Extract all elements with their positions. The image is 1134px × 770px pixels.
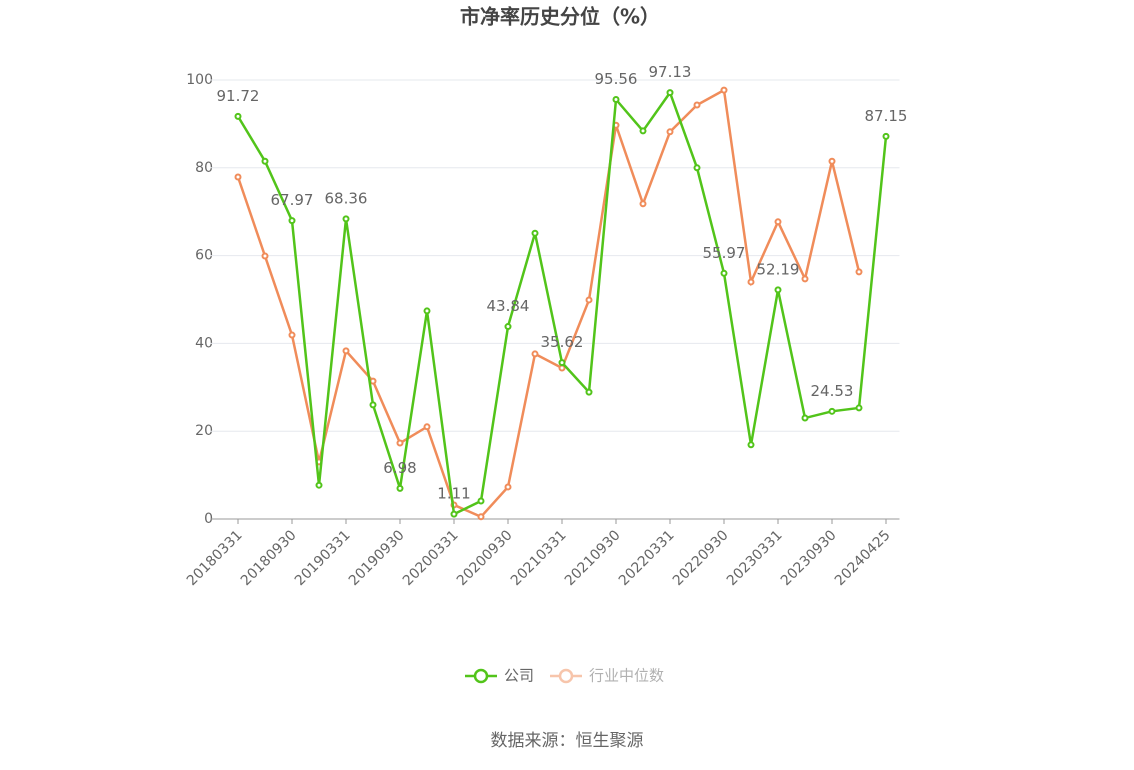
point xyxy=(720,269,728,277)
legend-label: 公司 xyxy=(504,667,534,685)
point xyxy=(396,484,404,492)
y-tick-label: 40 xyxy=(195,335,213,351)
point xyxy=(666,128,674,136)
data-label: 35.62 xyxy=(541,333,584,351)
x-tick-label: 20210930 xyxy=(562,527,624,589)
point xyxy=(639,127,647,135)
x-tick-label: 20210331 xyxy=(508,527,570,589)
point xyxy=(801,275,809,283)
x-tick-label: 20200930 xyxy=(454,527,516,589)
point xyxy=(315,481,323,489)
data-label: 24.53 xyxy=(811,382,854,400)
data-label: 1.11 xyxy=(437,485,470,503)
point xyxy=(450,510,458,518)
point xyxy=(531,350,539,358)
point xyxy=(342,347,350,355)
point xyxy=(720,86,728,94)
point xyxy=(288,217,296,225)
point xyxy=(504,323,512,331)
data-label: 91.72 xyxy=(217,87,260,105)
point xyxy=(693,164,701,172)
data-label: 43.84 xyxy=(487,297,530,315)
point xyxy=(423,423,431,431)
point xyxy=(855,268,863,276)
point xyxy=(477,497,485,505)
point xyxy=(261,252,269,260)
data-label: 6.98 xyxy=(383,459,416,477)
y-tick-label: 20 xyxy=(195,423,213,439)
point xyxy=(612,95,620,103)
legend-marker xyxy=(558,668,574,684)
point xyxy=(234,173,242,181)
point xyxy=(774,218,782,226)
x-tick-label: 20200331 xyxy=(400,527,462,589)
legend-label: 行业中位数 xyxy=(589,667,664,685)
point xyxy=(747,278,755,286)
point xyxy=(693,101,701,109)
point xyxy=(423,307,431,315)
point xyxy=(369,401,377,409)
x-tick-label: 20180331 xyxy=(184,527,246,589)
point xyxy=(882,132,890,140)
point xyxy=(234,112,242,120)
point xyxy=(396,439,404,447)
point xyxy=(558,359,566,367)
x-tick-label: 20190331 xyxy=(292,527,354,589)
point xyxy=(774,286,782,294)
chart-title: 市净率历史分位（%） xyxy=(460,5,660,29)
data-label: 68.36 xyxy=(325,189,368,207)
data-label: 87.15 xyxy=(865,107,908,125)
x-tick-label: 20220930 xyxy=(670,527,732,589)
legend-item[interactable]: 行业中位数 xyxy=(550,667,664,685)
point xyxy=(261,157,269,165)
point xyxy=(639,200,647,208)
data-label: 52.19 xyxy=(757,260,800,278)
source: 数据来源：恒生聚源 xyxy=(491,731,644,751)
y-tick-label: 60 xyxy=(195,248,213,264)
point xyxy=(504,483,512,491)
point xyxy=(666,89,674,97)
x-tick-label: 20240425 xyxy=(832,527,894,589)
x-tick-label: 20220331 xyxy=(616,527,678,589)
point xyxy=(828,157,836,165)
x-tick-label: 20230331 xyxy=(724,527,786,589)
legend-marker xyxy=(473,668,489,684)
data-label: 55.97 xyxy=(703,244,746,262)
y-tick-label: 0 xyxy=(204,511,213,527)
data-label: 97.13 xyxy=(649,63,692,81)
series-line xyxy=(236,89,888,517)
point xyxy=(747,441,755,449)
y-tick-label: 80 xyxy=(195,160,213,176)
data-label: 95.56 xyxy=(595,70,638,88)
x-tick-label: 20180930 xyxy=(238,527,300,589)
point xyxy=(828,407,836,415)
point xyxy=(855,404,863,412)
point xyxy=(369,377,377,385)
point xyxy=(288,331,296,339)
series-line xyxy=(236,88,861,519)
x-tick-label: 20230930 xyxy=(778,527,840,589)
point xyxy=(801,414,809,422)
point xyxy=(531,229,539,237)
legend-item[interactable]: 公司 xyxy=(465,667,534,685)
data-label: 67.97 xyxy=(271,191,314,209)
y-tick-label: 100 xyxy=(186,72,213,88)
point xyxy=(585,388,593,396)
point xyxy=(342,215,350,223)
point xyxy=(477,513,485,521)
point xyxy=(585,296,593,304)
x-tick-label: 20190930 xyxy=(346,527,408,589)
